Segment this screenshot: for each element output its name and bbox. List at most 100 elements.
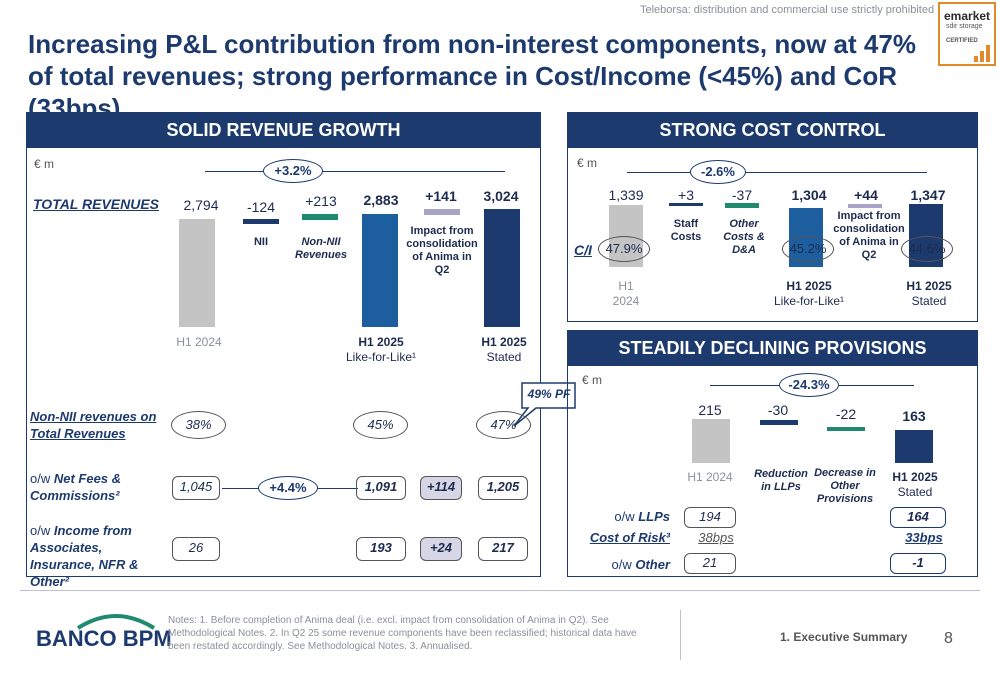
cor-label: Cost of Risk³	[589, 530, 670, 545]
pf-callout-text: 49% PF	[527, 387, 571, 401]
fees-growth: +4.4%	[258, 476, 318, 500]
cost-axis-stated: Stated	[911, 294, 947, 308]
axis-h1-2025-lfl: H1 2025	[358, 335, 404, 349]
fees-2025-lfl: 1,091	[356, 476, 406, 500]
cost-axis-2024: 2024	[612, 294, 640, 308]
cost-value-anima: +44	[854, 187, 878, 203]
revenue-unit: € m	[34, 157, 55, 171]
bar-h1-2025-lfl	[362, 214, 398, 327]
footer-notes: Notes: 1. Before completion of Anima dea…	[168, 615, 637, 652]
cost-label-staff: Staff Costs	[670, 218, 702, 243]
cost-value-other: -37	[731, 187, 753, 203]
total-revenues-label: TOTAL REVENUES	[33, 196, 160, 212]
label-anima: Impact from consolidation of Anima in Q2	[406, 225, 478, 276]
bar-h1-2024	[179, 219, 215, 327]
other-2025: -1	[890, 553, 946, 574]
income-anima: +24	[420, 537, 462, 561]
bar-non-nii	[302, 214, 338, 220]
fees-label-main: Net Fees & Commissions²	[30, 471, 122, 503]
badge-line3: CERTIFIED	[946, 38, 978, 44]
bar-nii	[243, 219, 279, 224]
income-2025-stated: 217	[478, 537, 528, 561]
cost-value-2024: 1,339	[608, 187, 644, 203]
cost-bar-staff	[669, 203, 703, 206]
prov-bar-other	[827, 427, 865, 431]
prov-axis-stated: Stated	[897, 485, 933, 499]
prov-axis-h1-2024: H1 2024	[687, 470, 733, 484]
nonnii-share-label: Non-NII revenues on Total Revenues	[30, 409, 157, 441]
cost-value-2025-stated: 1,347	[910, 187, 946, 203]
ci-2025-stated: 44.6%	[901, 236, 953, 262]
value-nii: -124	[246, 199, 276, 215]
income-2024: 26	[172, 537, 220, 561]
revenue-growth-line	[205, 171, 505, 172]
revenue-growth-badge: +3.2%	[263, 159, 323, 183]
badge-line2: sdir storage	[946, 23, 983, 30]
emarket-logo: emarket sdir storage CERTIFIED	[938, 2, 996, 66]
prov-bar-h1-2025	[895, 430, 933, 463]
nonnii-2025-stated: 47%	[476, 411, 531, 439]
cor-2025: 33bps	[905, 530, 943, 545]
nonnii-2025-lfl: 45%	[353, 411, 408, 439]
other-label-prefix: o/w	[611, 557, 636, 572]
section-label: 1. Executive Summary	[780, 630, 908, 644]
prov-value-2025: 163	[902, 408, 926, 424]
income-label: o/w Income from Associates, Insurance, N…	[30, 522, 170, 590]
prov-axis-other: Decrease in Other Provisions	[814, 467, 876, 505]
ci-label: C/I	[574, 242, 592, 258]
bar-h1-2025-stated	[484, 209, 520, 327]
fees-anima: +114	[420, 476, 462, 500]
page-number: 8	[944, 630, 953, 647]
prov-bar-h1-2024	[692, 419, 730, 463]
value-h1-2025-lfl: 2,883	[363, 192, 399, 208]
income-2025-lfl: 193	[356, 537, 406, 561]
prov-value-other: -22	[835, 406, 857, 422]
banco-bpm-logo-mark	[76, 614, 156, 630]
page-title: Increasing P&L contribution from non-int…	[28, 29, 916, 123]
value-h1-2024: 2,794	[183, 197, 219, 213]
cost-unit: € m	[577, 156, 598, 170]
banco-bpm-logo: BANCO BPM	[36, 626, 172, 651]
cost-label-other: Other Costs & D&A	[723, 218, 765, 256]
cost-growth-line	[627, 172, 927, 173]
fees-label: o/w Net Fees & Commissions²	[30, 470, 170, 504]
bar-anima	[424, 209, 460, 215]
prov-axis-h1-2025: H1 2025	[892, 470, 938, 484]
axis-stated: Stated	[486, 350, 522, 364]
value-h1-2025-stated: 3,024	[483, 188, 519, 204]
fees-label-prefix: o/w	[30, 471, 54, 486]
llp-label-main: LLPs	[638, 509, 670, 524]
cost-axis-h1-2025-lfl: H1 2025	[786, 279, 832, 293]
label-non-nii: Non-NII Revenues	[295, 236, 347, 261]
cost-bar-anima	[848, 204, 882, 208]
other-label-main: Other	[635, 557, 670, 572]
disclaimer: Teleborsa: distribution and commercial u…	[640, 4, 935, 16]
cost-axis-h1-2025-stated: H1 2025	[906, 279, 952, 293]
footer-divider	[20, 590, 980, 591]
cost-bar-other	[725, 203, 759, 208]
cost-axis-lfl: Like-for-Like¹	[773, 294, 845, 308]
cost-growth-badge: -2.6%	[690, 160, 746, 184]
label-nii: NII	[253, 236, 269, 248]
revenue-chart	[179, 209, 520, 327]
value-anima: +141	[425, 188, 457, 204]
provisions-chart	[692, 419, 933, 463]
other-label: o/w Other	[590, 556, 670, 573]
other-2024: 21	[684, 553, 736, 574]
fees-2024: 1,045	[172, 476, 220, 500]
llp-label-prefix: o/w	[614, 509, 639, 524]
prov-bar-llp	[760, 420, 798, 425]
ci-2025-lfl: 45.2%	[782, 236, 834, 262]
provisions-panel-title: STEADILY DECLINING PROVISIONS	[567, 330, 978, 366]
llp-label: o/w LLPs	[600, 508, 670, 525]
llp-2024: 194	[684, 507, 736, 528]
footer-vertical-divider	[680, 610, 681, 660]
llp-2025: 164	[890, 507, 946, 528]
cost-value-staff: +3	[678, 187, 694, 203]
axis-h1-2025-stated: H1 2025	[481, 335, 527, 349]
bar-chart-icon	[974, 45, 990, 62]
income-label-main: Income from Associates, Insurance, NFR &…	[30, 523, 139, 589]
ci-2024: 47.9%	[598, 236, 650, 262]
provisions-unit: € m	[582, 373, 603, 387]
cost-value-2025-lfl: 1,304	[791, 187, 827, 203]
